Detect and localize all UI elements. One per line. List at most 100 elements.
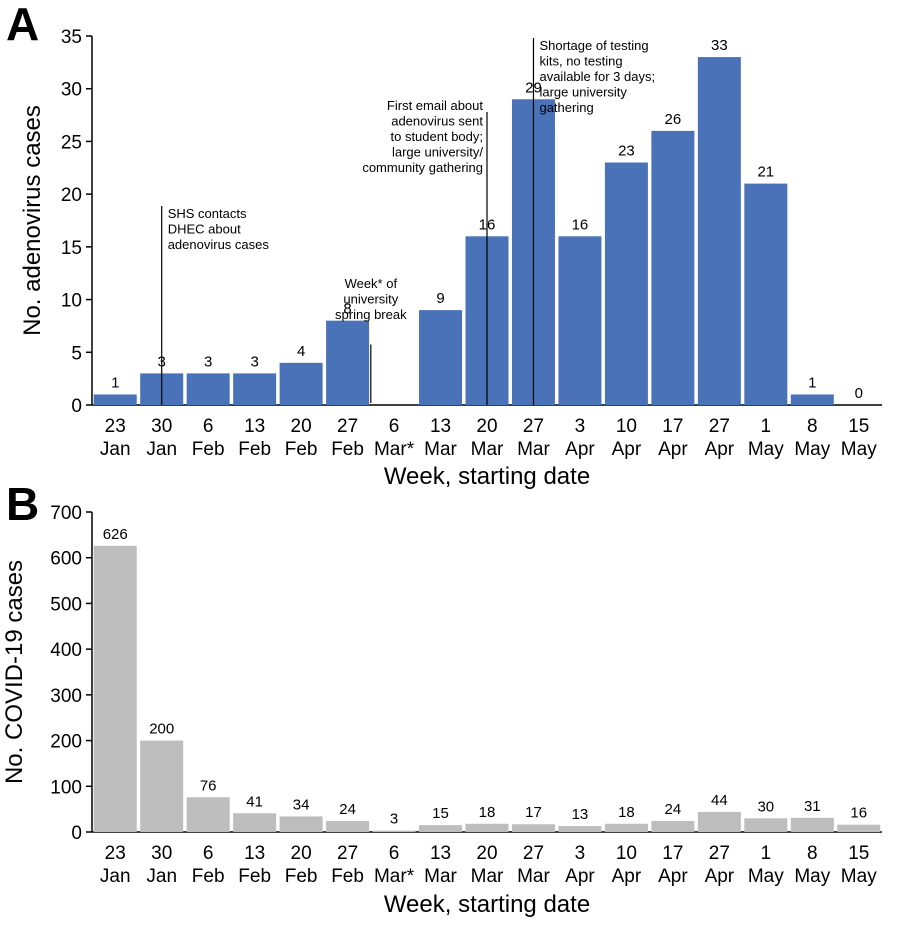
data-label: 17 <box>525 804 542 821</box>
data-label: 0 <box>855 385 863 402</box>
y-tick-label: 0 <box>71 396 82 417</box>
y-tick-label: 5 <box>71 343 82 364</box>
data-label: 24 <box>665 801 682 818</box>
bar <box>93 545 137 832</box>
x-tick-label-month: Apr <box>612 439 642 460</box>
panel-label: B <box>6 478 39 530</box>
x-axis-title: Week, starting date <box>384 463 590 490</box>
bar <box>697 811 741 832</box>
data-label: 1 <box>808 374 816 391</box>
bar <box>233 373 277 405</box>
bar <box>651 821 695 832</box>
y-axis-title: No. COVID-19 cases <box>1 560 28 784</box>
x-tick-label-month: Apr <box>705 439 735 460</box>
x-tick-label-day: 27 <box>523 843 544 864</box>
x-tick-label-day: 13 <box>244 843 265 864</box>
x-tick-label-month: Mar <box>517 866 550 887</box>
data-label: 16 <box>850 805 867 822</box>
bar <box>93 394 137 405</box>
annotation-text: DHEC about <box>168 222 241 237</box>
annotation-text: Shortage of testing <box>539 38 648 53</box>
bar <box>558 236 602 405</box>
bar <box>744 818 788 832</box>
data-label: 16 <box>572 216 589 233</box>
bar <box>790 394 834 405</box>
data-label: 8 <box>343 301 351 318</box>
x-tick-label-month: Apr <box>658 439 688 460</box>
chart-panel-b: B 0 100 200 300 400 500 600 700 626 200 76 41 34 24 3 15… <box>1 478 882 918</box>
x-tick-label-month: Jan <box>146 866 177 887</box>
bar <box>744 183 788 405</box>
x-tick-label-month: May <box>748 439 784 460</box>
x-tick-label-day: 6 <box>203 416 214 437</box>
y-tick-label: 500 <box>50 594 82 615</box>
x-tick-label-month: Feb <box>285 439 318 460</box>
data-label: 33 <box>711 37 728 54</box>
data-label: 18 <box>479 804 496 821</box>
y-tick-label: 10 <box>61 291 82 312</box>
x-tick-label-month: May <box>748 866 784 887</box>
x-tick-label-day: 30 <box>151 416 172 437</box>
bar <box>604 823 648 832</box>
annotation-text: large university/ <box>392 145 483 160</box>
x-tick-label-month: Mar <box>471 866 504 887</box>
bar <box>326 821 370 832</box>
annotation-text: community gathering <box>362 160 483 175</box>
x-tick-label-day: 10 <box>616 843 637 864</box>
y-tick-label: 25 <box>61 132 82 153</box>
bar <box>233 813 277 832</box>
y-tick-label: 100 <box>50 777 82 798</box>
x-tick-label-month: May <box>794 439 830 460</box>
y-tick-label: 30 <box>61 80 82 101</box>
x-tick-label-day: 23 <box>105 843 126 864</box>
data-label: 26 <box>665 111 682 128</box>
bar <box>419 310 463 405</box>
x-tick-label-day: 27 <box>337 843 358 864</box>
data-label: 13 <box>572 806 589 823</box>
x-tick-label-day: 13 <box>430 843 451 864</box>
x-tick-label-day: 3 <box>575 843 586 864</box>
x-tick-label-day: 13 <box>430 416 451 437</box>
annotation-text: large university <box>539 85 627 100</box>
bar <box>186 797 230 832</box>
x-tick-label-day: 6 <box>203 843 214 864</box>
x-tick-label-month: Feb <box>238 866 271 887</box>
data-label: 76 <box>200 777 217 794</box>
bar <box>419 825 463 832</box>
x-tick-label-month: Mar <box>471 439 504 460</box>
x-tick-label-month: Jan <box>100 866 131 887</box>
x-tick-label-day: 27 <box>523 416 544 437</box>
x-tick-label-month: Apr <box>658 866 688 887</box>
x-tick-label-month: Feb <box>285 866 318 887</box>
x-tick-label-month: Feb <box>192 439 225 460</box>
bar <box>372 830 416 832</box>
x-tick-label-month: May <box>841 439 877 460</box>
annotation-text: to student body; <box>390 129 483 144</box>
x-tick-label-month: Mar <box>424 439 457 460</box>
x-tick-label-day: 15 <box>848 843 869 864</box>
annotation-text: adenovirus cases <box>168 237 270 252</box>
data-label: 200 <box>149 721 174 738</box>
x-tick-label-month: Feb <box>192 866 225 887</box>
bar <box>790 817 834 832</box>
annotation-text: First email about <box>387 98 483 113</box>
data-label: 3 <box>390 811 398 828</box>
bar <box>604 162 648 405</box>
annotation-text: adenovirus sent <box>391 114 483 129</box>
y-tick-label: 700 <box>50 503 82 524</box>
x-tick-label-day: 6 <box>389 843 400 864</box>
data-label: 626 <box>103 526 128 543</box>
y-tick-label: 15 <box>61 238 82 259</box>
annotation-text: available for 3 days; <box>539 69 655 84</box>
x-tick-label-month: Apr <box>565 439 595 460</box>
x-tick-label-month: Apr <box>705 866 735 887</box>
y-tick-label: 200 <box>50 732 82 753</box>
annotation-text: gathering <box>539 100 593 115</box>
data-label: 30 <box>757 798 774 815</box>
data-label: 24 <box>339 801 356 818</box>
x-tick-label-day: 20 <box>291 416 312 437</box>
x-tick-label-day: 17 <box>662 416 683 437</box>
x-axis-title: Week, starting date <box>384 891 590 918</box>
